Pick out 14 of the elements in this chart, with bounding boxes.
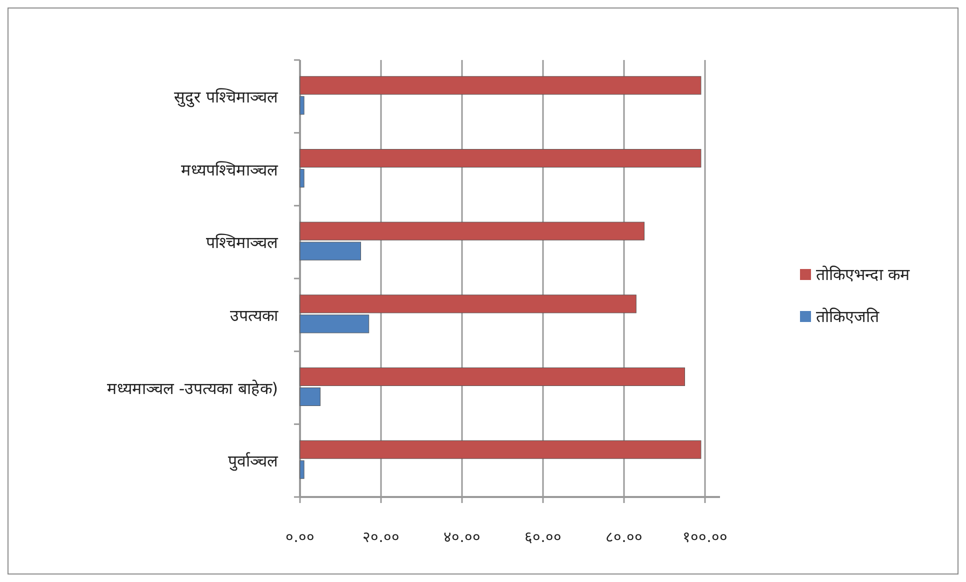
- x-tick-label: ८०.००: [606, 528, 642, 546]
- y-tick-label: मध्यमाञ्चल -उपत्यका बाहेक): [106, 378, 278, 398]
- x-tick-label: ६०.००: [524, 528, 562, 546]
- y-tick-label: मध्यपश्चिमाञ्चल: [181, 160, 279, 180]
- y-tick-label: सुदुर पश्चिमाञ्चल: [174, 87, 279, 108]
- y-tick-label: पुर्वाञ्चल: [228, 452, 279, 472]
- legend-label: तोकिएजति: [816, 307, 880, 326]
- y-tick-label: पश्चिमाञ्चल: [206, 233, 279, 252]
- x-tick-label: ४०.००: [444, 528, 480, 546]
- x-tick-label: १००.००: [682, 528, 728, 546]
- x-tick-label: ०.००: [286, 528, 314, 546]
- legend-label: तोकिएभन्दा कम: [816, 265, 910, 284]
- x-tick-label: २०.००: [362, 528, 400, 546]
- y-tick-label: उपत्यका: [230, 306, 279, 325]
